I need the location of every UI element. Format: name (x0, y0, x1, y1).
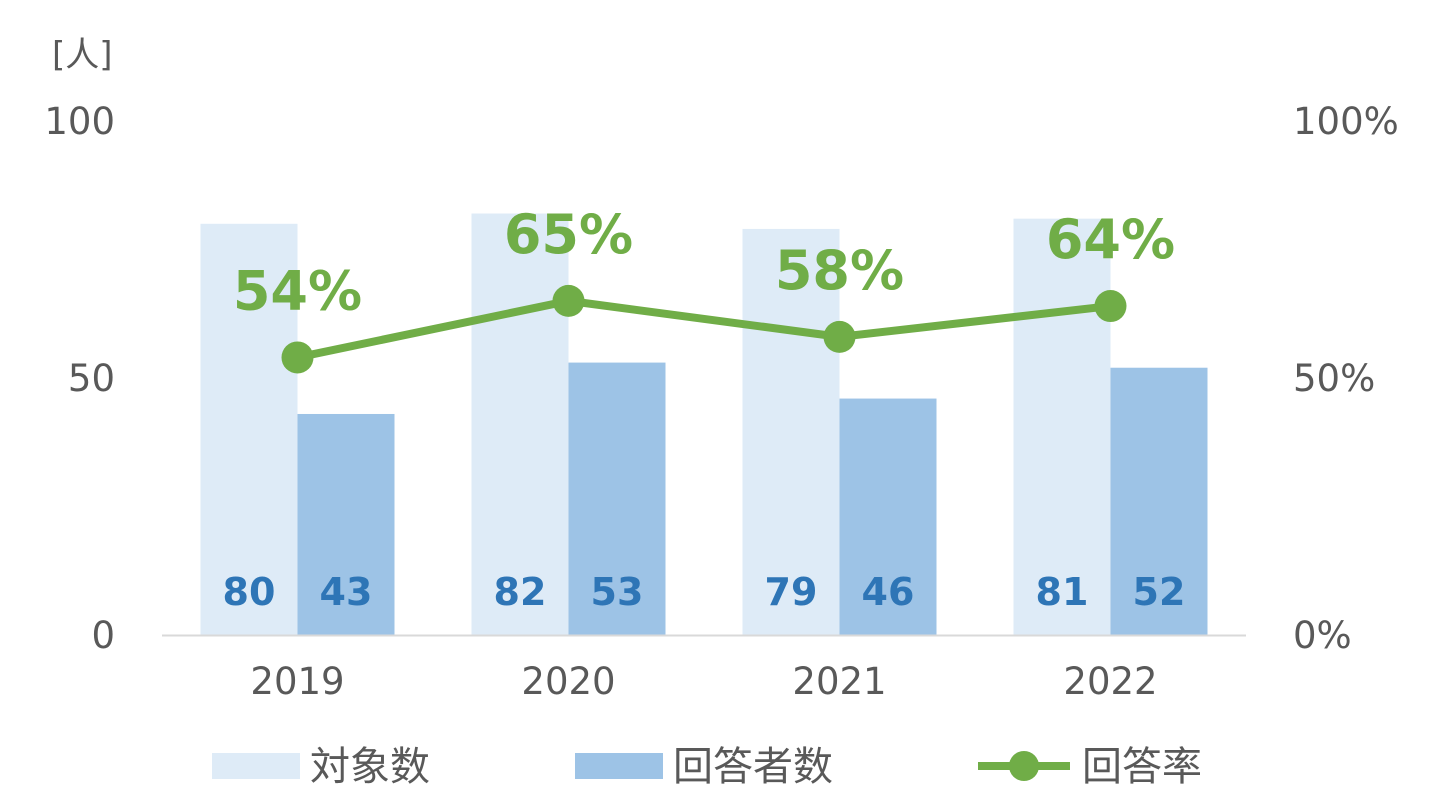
legend-label: 回答率 (1082, 744, 1202, 790)
x-tick-label: 2019 (250, 660, 344, 703)
bar-value-label: 52 (1133, 570, 1186, 614)
rate-point (281, 341, 314, 374)
bar-target (742, 228, 840, 635)
rate-value-label: 65% (504, 203, 633, 266)
y-tick-label: 100 (44, 100, 115, 143)
x-tick-label: 2021 (792, 660, 886, 703)
bar-target (200, 223, 298, 636)
legend-label: 対象数 (310, 744, 430, 790)
y-tick-label: 0 (91, 614, 115, 657)
y-axis-unit-label: [人] (52, 35, 113, 75)
bar-data-labels: 80 43 82 53 79 46 81 52 (223, 570, 1186, 614)
y2-tick-label: 50% (1293, 357, 1375, 400)
bar-value-label: 81 (1036, 570, 1089, 614)
response-rate-line (281, 284, 1127, 374)
bar-value-label: 79 (765, 570, 818, 614)
legend: 対象数 回答者数 回答率 (212, 744, 1202, 790)
x-tick-label: 2020 (521, 660, 615, 703)
bar-value-label: 53 (591, 570, 644, 614)
x-axis-ticks: 2019 2020 2021 2022 (250, 660, 1157, 703)
bar-respondents (1110, 367, 1208, 635)
bar-value-label: 46 (862, 570, 915, 614)
rate-value-label: 54% (233, 259, 362, 322)
bar-value-label: 80 (223, 570, 276, 614)
x-tick-label: 2022 (1063, 660, 1157, 703)
rate-data-labels: 54% 65% 58% 64% (233, 203, 1175, 323)
rate-point (823, 320, 856, 353)
y2-tick-label: 0% (1293, 614, 1352, 657)
bar-target (471, 213, 569, 635)
legend-swatch (212, 753, 300, 779)
rate-value-label: 58% (775, 239, 904, 302)
bar-respondents (297, 413, 395, 635)
y2-axis-ticks: 0% 50% 100% (1293, 100, 1399, 657)
rate-point (1094, 290, 1127, 323)
rate-value-label: 64% (1046, 208, 1175, 271)
rate-point (552, 284, 585, 317)
y-axis-ticks: 0 50 100 (44, 100, 115, 657)
y2-tick-label: 100% (1293, 100, 1399, 143)
legend-label: 回答者数 (673, 744, 833, 790)
bar-value-label: 43 (320, 570, 373, 614)
y-tick-label: 50 (68, 357, 115, 400)
legend-marker (1009, 751, 1039, 781)
bar-value-label: 82 (494, 570, 547, 614)
bar-series (200, 213, 1208, 636)
legend-swatch (575, 753, 663, 779)
bar-respondents (839, 398, 937, 635)
rate-line (296, 296, 1111, 362)
bar-respondents (568, 362, 666, 635)
bar-target (1013, 218, 1111, 635)
